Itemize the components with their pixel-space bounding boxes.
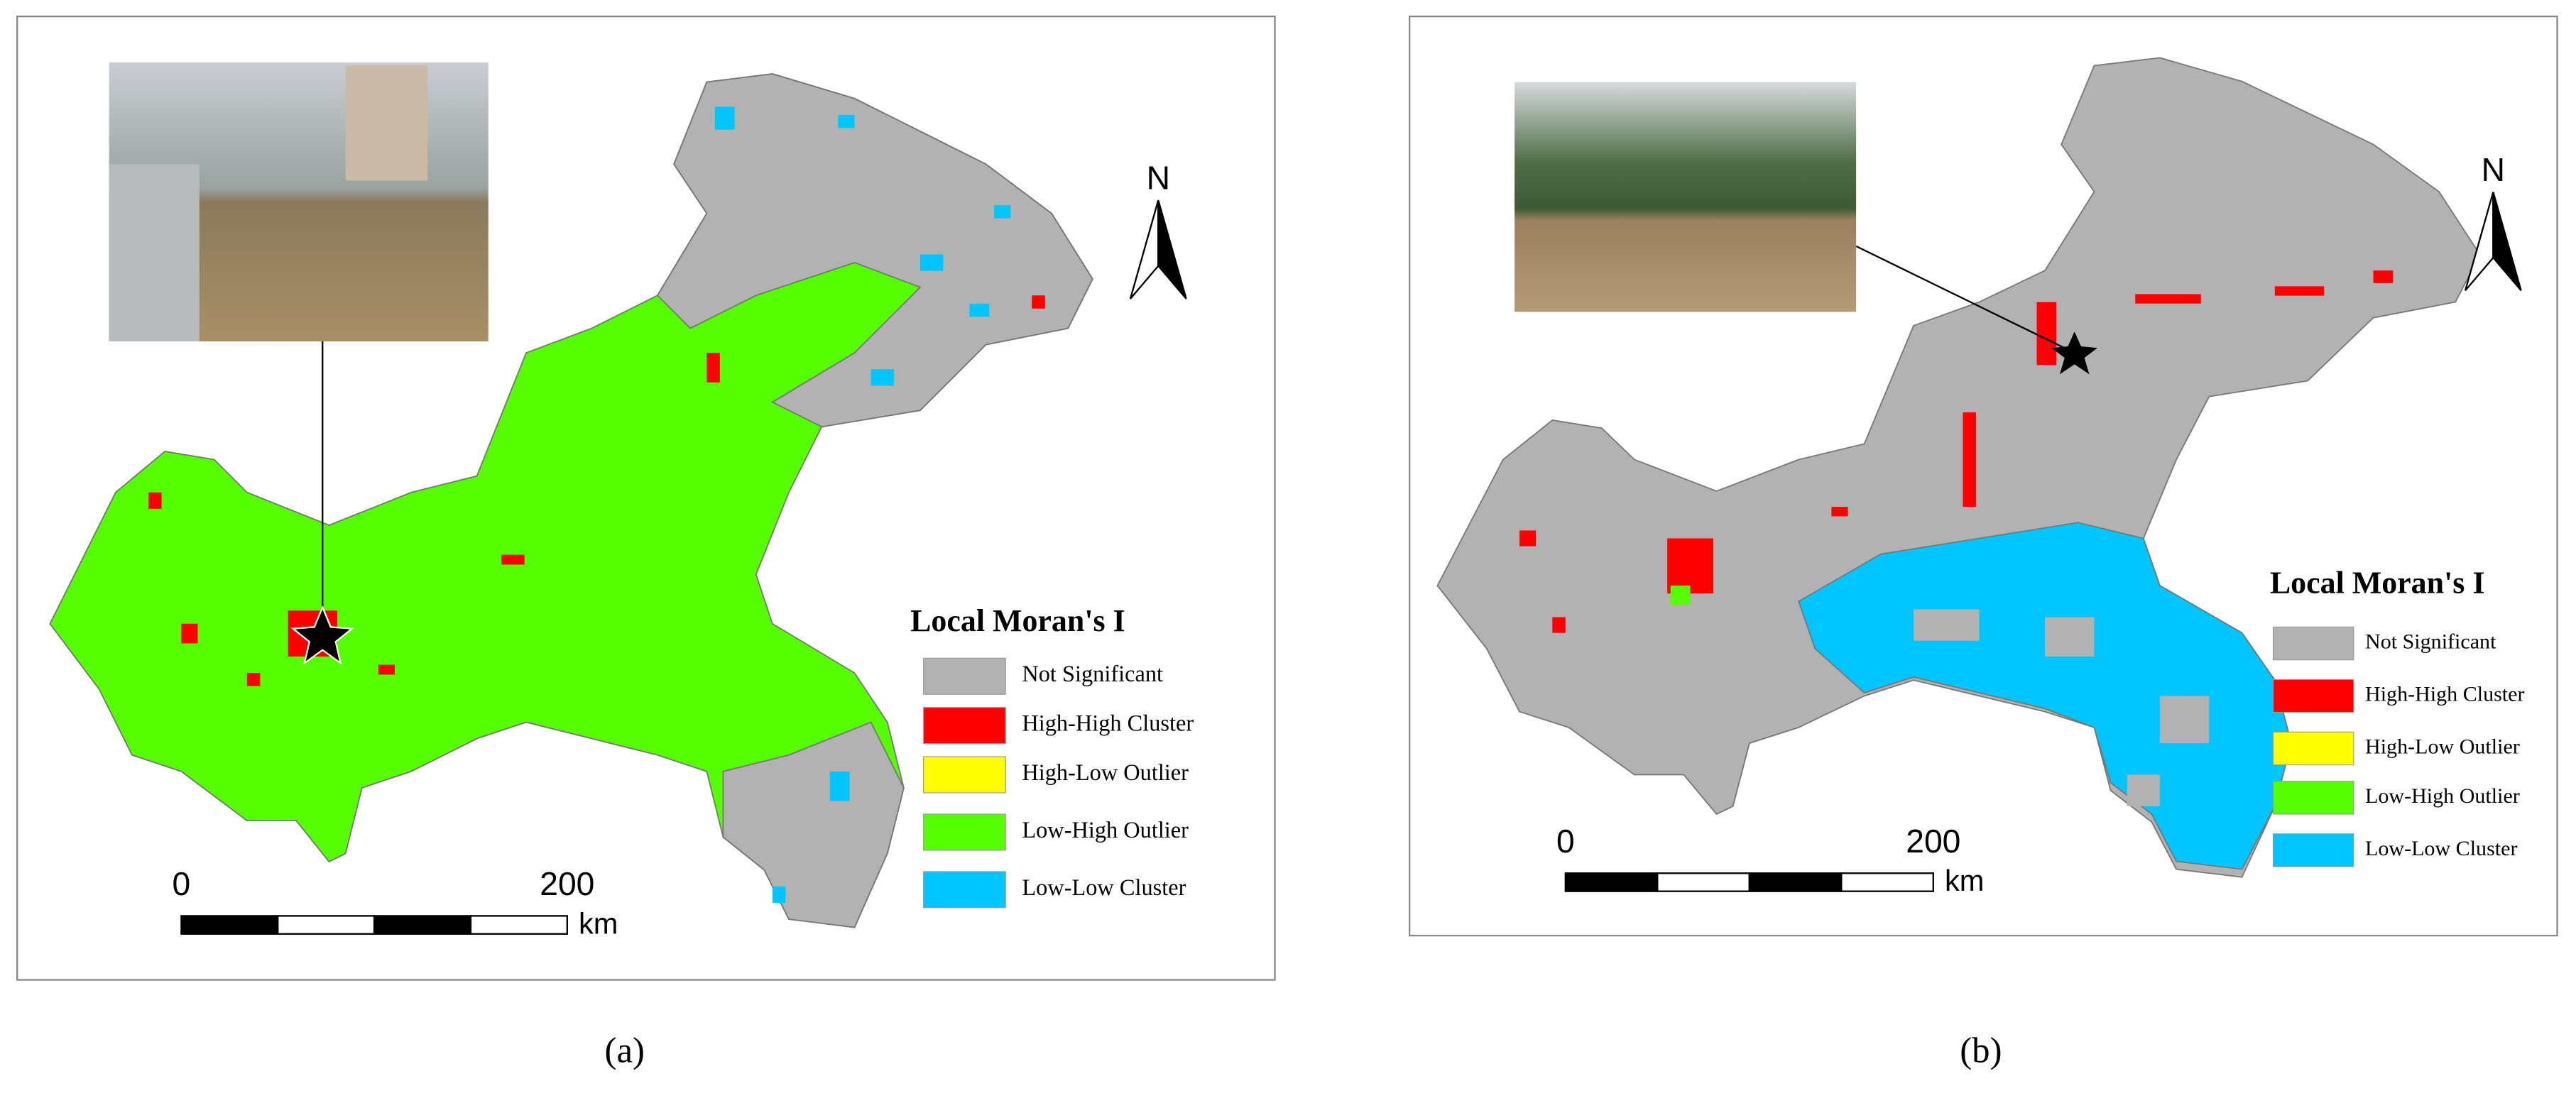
- scale-bar-label: 0: [1556, 823, 1575, 860]
- scale-bar-label: 0: [173, 865, 191, 902]
- scale-bar-label: 200: [1906, 823, 1960, 860]
- legend-label: Not Significant: [2365, 629, 2496, 653]
- north-label: N: [2482, 151, 2505, 188]
- scale-bar-segment: [1748, 872, 1843, 892]
- scale-bar-unit: km: [1945, 864, 1984, 897]
- legend-label: Not Significant: [1022, 662, 1163, 687]
- scale-bar-segment: [1564, 872, 1659, 892]
- legend-swatch: [2272, 781, 2354, 815]
- legend-swatch: [923, 871, 1006, 909]
- legend-label: High-Low Outlier: [2365, 734, 2520, 758]
- legend-title: Local Moran's I: [910, 603, 1125, 638]
- legend-swatch: [2272, 731, 2354, 766]
- photo: [1515, 82, 1857, 312]
- legend-label: Low-High Outlier: [2365, 784, 2520, 808]
- scale-bar-segment: [373, 915, 472, 935]
- legend-title: Local Moran's I: [2270, 566, 2485, 600]
- scale-bar-segment: [1657, 872, 1750, 892]
- legend-label: High-High Cluster: [1022, 711, 1194, 737]
- panel-a: [16, 15, 1276, 981]
- panel-caption: (b): [1960, 1031, 2002, 1070]
- scale-bar-label: 200: [540, 865, 594, 902]
- photo: [109, 164, 200, 341]
- legend-swatch: [923, 756, 1006, 794]
- scale-bar-segment: [180, 915, 279, 935]
- legend-label: Low-High Outlier: [1022, 818, 1189, 843]
- legend-label: High-Low Outlier: [1022, 760, 1189, 786]
- legend-swatch: [923, 813, 1006, 851]
- scale-bar-segment: [469, 915, 568, 935]
- scale-bar-unit: km: [579, 906, 618, 940]
- location-star: [290, 605, 354, 666]
- photo: [345, 65, 428, 181]
- map-patches: [1914, 609, 2210, 806]
- map-region: [656, 73, 1093, 428]
- north-arrow: [1157, 199, 1187, 300]
- map-patches: [1670, 586, 1691, 605]
- map-patches: [1519, 270, 2394, 633]
- legend-swatch: [2272, 626, 2354, 661]
- legend-swatch: [923, 707, 1006, 745]
- legend-label: Low-Low Cluster: [1022, 875, 1186, 901]
- legend-label: High-High Cluster: [2365, 681, 2525, 706]
- map-region: [722, 721, 905, 928]
- panel-caption: (a): [605, 1031, 645, 1070]
- location-star: [2051, 331, 2098, 375]
- panel-b: [1408, 15, 2558, 937]
- legend-label: Low-Low Cluster: [2365, 836, 2517, 860]
- scale-bar-segment: [1840, 872, 1934, 892]
- legend-swatch: [923, 657, 1006, 695]
- leader-line: [1855, 245, 2075, 354]
- north-arrow: [2492, 192, 2522, 292]
- scale-bar-segment: [277, 915, 376, 935]
- north-label: N: [1147, 160, 1170, 197]
- legend-swatch: [2272, 833, 2354, 867]
- legend-swatch: [2272, 679, 2354, 713]
- map-patches: [714, 106, 1011, 903]
